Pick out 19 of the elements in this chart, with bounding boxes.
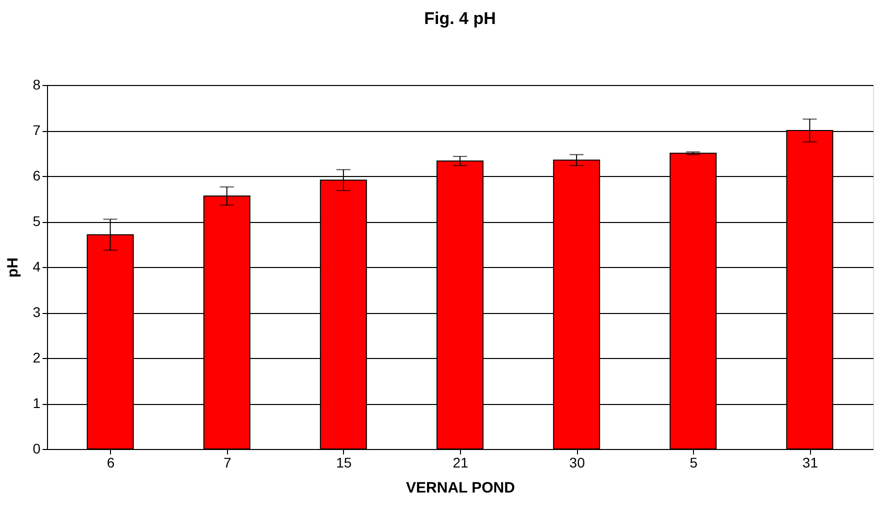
y-axis-title: pH [4,258,22,278]
y-tick-label: 4 [32,258,41,274]
chart-title: Fig. 4 pH [424,9,496,28]
x-tick-label: 5 [690,454,698,470]
y-tick-label: 5 [32,213,41,229]
y-tick-label: 0 [32,440,41,456]
x-tick-label: 7 [223,454,232,470]
y-tick-label: 1 [32,395,41,411]
y-tick-label: 7 [32,122,41,138]
y-tick-label: 6 [32,168,41,184]
x-tick-label: 15 [336,454,352,470]
x-tick-label: 31 [802,454,818,470]
y-tick-label: 3 [32,304,41,320]
y-tick-label: 2 [32,350,41,366]
x-axis-title: VERNAL POND [406,480,516,496]
x-tick-label: 6 [106,454,115,470]
x-tick-label: 30 [569,454,586,470]
x-tick-label: 21 [452,454,468,470]
y-tick-label: 8 [32,76,41,92]
